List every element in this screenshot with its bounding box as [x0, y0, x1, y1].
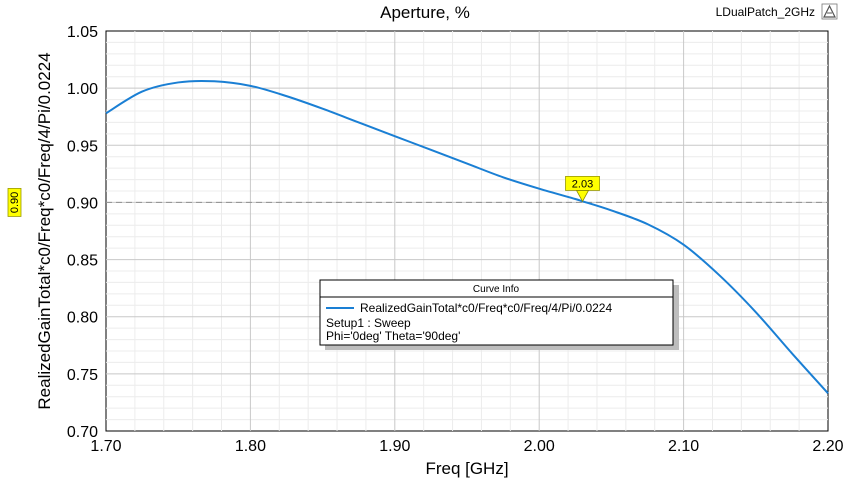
- plot-area: [105, 30, 829, 432]
- tick-labels: 1.70 1.80 1.90 2.00 2.10 2.20 0.70 0.75 0.80 0.85…: [67, 24, 844, 455]
- x-tick-label: 2.00: [524, 438, 555, 455]
- y-tick-label: 0.90: [67, 195, 98, 212]
- y-tick-label: 0.75: [67, 367, 98, 384]
- legend[interactable]: Curve Info RealizedGainTotal*c0/Freq*c0/…: [319, 279, 679, 350]
- x-axis-title: Freq [GHz]: [425, 459, 508, 478]
- hline-tag-label: 0.90: [9, 192, 21, 213]
- x-tick-label: 2.10: [668, 438, 699, 455]
- legend-box: [319, 279, 674, 346]
- hline-tag-box: [7, 188, 22, 217]
- marker[interactable]: 2.03: [565, 176, 600, 203]
- y-axis-title: RealizedGainTotal*c0/Freq*c0/Freq/4/Pi/0…: [35, 52, 54, 409]
- marker-triangle-icon: [575, 190, 590, 203]
- x-tick-label: 1.70: [90, 438, 121, 455]
- y-tick-label: 1.00: [67, 81, 98, 98]
- legend-entry-name: RealizedGainTotal*c0/Freq*c0/Freq/4/Pi/0…: [360, 301, 612, 315]
- series-line[interactable]: [105, 79, 829, 394]
- marker-label: 2.03: [572, 178, 593, 190]
- legend-header: Curve Info: [473, 284, 520, 295]
- y-tick-label: 1.05: [67, 24, 98, 41]
- x-tick-label: 1.90: [379, 438, 410, 455]
- x-tick-label: 2.20: [812, 438, 843, 455]
- legend-entry-line-1: Setup1 : Sweep: [326, 316, 411, 330]
- y-tick-label: 0.70: [67, 424, 98, 441]
- y-tick-label: 0.85: [67, 253, 98, 270]
- grid: [106, 31, 828, 431]
- x-tick-label: 1.80: [235, 438, 266, 455]
- hline-value-tag: 0.90: [7, 188, 22, 217]
- y-tick-label: 0.80: [67, 310, 98, 327]
- y-tick-label: 0.95: [67, 138, 98, 155]
- legend-entry-line-2: Phi='0deg' Theta='90deg': [326, 329, 460, 343]
- project-label: LDualPatch_2GHz: [716, 5, 815, 19]
- ansys-logo-icon: [821, 3, 838, 20]
- chart-title: Aperture, %: [380, 3, 470, 22]
